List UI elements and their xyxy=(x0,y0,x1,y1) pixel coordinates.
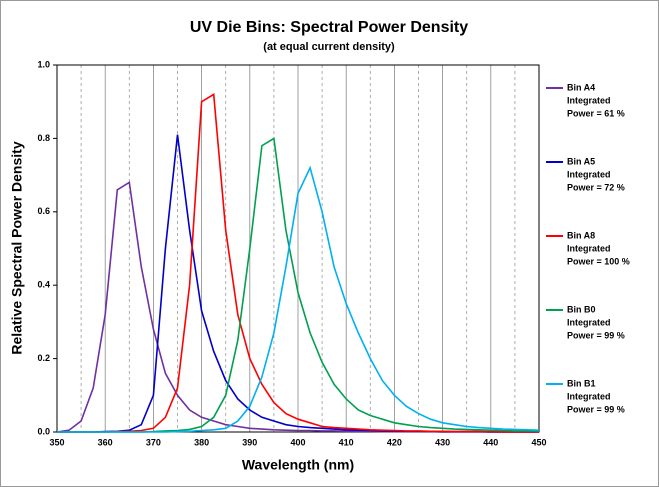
legend-label: Bin A8 xyxy=(567,230,595,240)
x-tick-label: 390 xyxy=(242,437,257,447)
legend-note: Power = 100 % xyxy=(567,256,630,266)
x-tick-label: 410 xyxy=(339,437,354,447)
y-tick-label: 0.8 xyxy=(37,133,50,143)
x-tick-label: 420 xyxy=(387,437,402,447)
x-axis-label: Wavelength (nm) xyxy=(242,457,354,473)
legend-note: Integrated xyxy=(567,391,611,401)
chart-title: UV Die Bins: Spectral Power Density xyxy=(190,19,468,36)
chart-subtitle: (at equal current density) xyxy=(263,41,395,53)
legend-note: Power = 61 % xyxy=(567,108,625,118)
x-tick-label: 370 xyxy=(146,437,161,447)
y-tick-label: 0.4 xyxy=(37,280,50,290)
y-tick-label: 1.0 xyxy=(37,59,50,69)
x-tick-label: 400 xyxy=(290,437,305,447)
legend-label: Bin A5 xyxy=(567,156,595,166)
legend-note: Integrated xyxy=(567,95,611,105)
legend-note: Power = 72 % xyxy=(567,182,625,192)
legend-label: Bin B1 xyxy=(567,378,596,388)
x-tick-label: 350 xyxy=(49,437,64,447)
series-line xyxy=(57,93,539,433)
y-tick-label: 0.2 xyxy=(37,353,50,363)
x-tick-label: 360 xyxy=(98,437,113,447)
legend-note: Power = 99 % xyxy=(567,404,625,414)
y-axis-label: Relative Spectral Power Density xyxy=(9,141,25,354)
legend-label: Bin A4 xyxy=(567,82,595,92)
legend-label: Bin B0 xyxy=(567,304,596,314)
y-tick-label: 0.0 xyxy=(37,426,50,436)
legend-note: Power = 99 % xyxy=(567,330,625,340)
y-tick-label: 0.6 xyxy=(37,206,50,216)
legend-note: Integrated xyxy=(567,243,611,253)
x-tick-label: 380 xyxy=(194,437,209,447)
legend-note: Integrated xyxy=(567,169,611,179)
x-tick-label: 440 xyxy=(483,437,498,447)
plot-frame xyxy=(56,64,540,433)
x-tick-label: 430 xyxy=(435,437,450,447)
series-line xyxy=(57,165,540,433)
x-tick-label: 450 xyxy=(531,437,546,447)
legend-note: Integrated xyxy=(567,317,611,327)
